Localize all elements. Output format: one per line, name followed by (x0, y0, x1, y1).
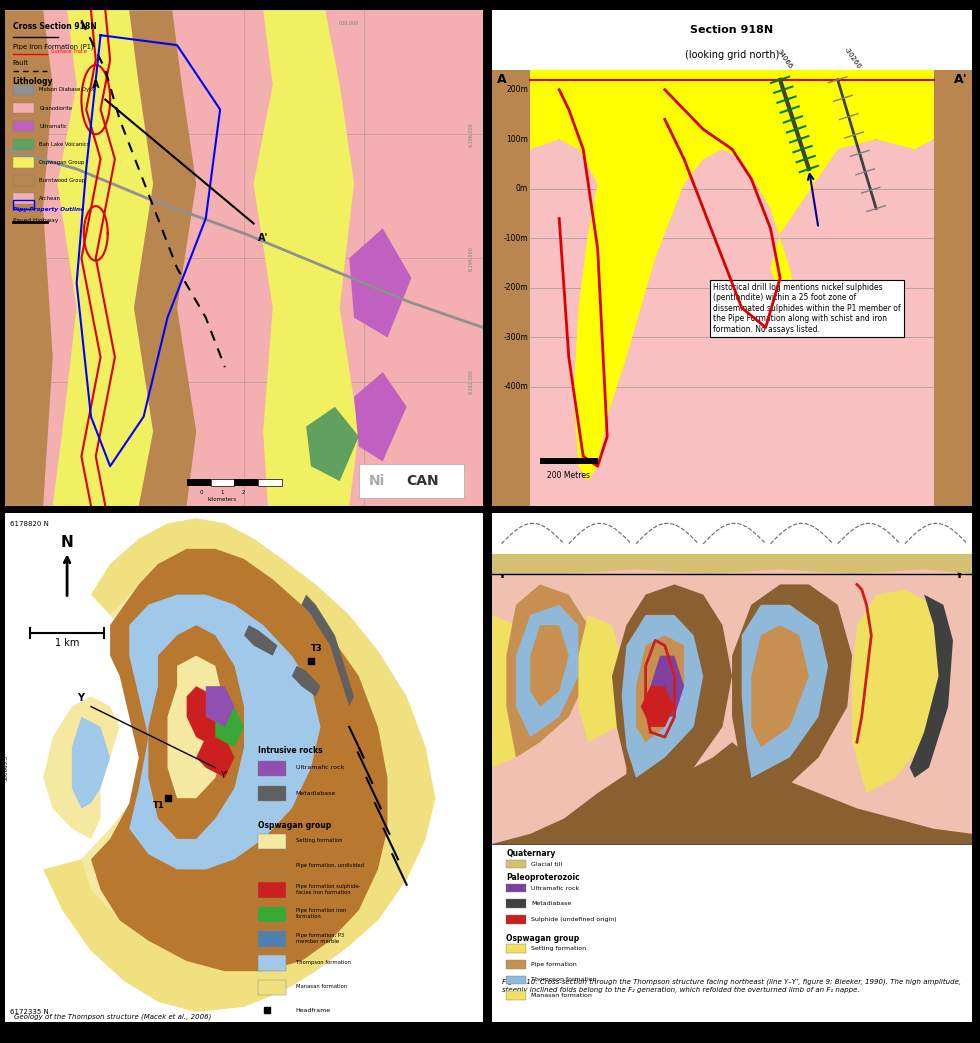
Text: Y': Y' (955, 567, 967, 581)
Text: 6,192,000: 6,192,000 (468, 369, 473, 394)
Polygon shape (186, 686, 224, 747)
Polygon shape (206, 686, 234, 727)
Text: 500665.5: 500665.5 (4, 754, 9, 781)
Bar (934, 10, 972, 506)
Text: Figure 10: Cross-section through the Thompson structure facing northeast (line Y: Figure 10: Cross-section through the Tho… (502, 979, 960, 993)
Text: CAN: CAN (407, 475, 439, 488)
Polygon shape (530, 625, 568, 706)
Text: (looking grid north): (looking grid north) (685, 50, 779, 60)
Polygon shape (43, 518, 435, 1012)
Polygon shape (515, 605, 578, 737)
Polygon shape (492, 615, 530, 768)
Text: -100m: -100m (504, 234, 528, 243)
Text: Y': Y' (220, 771, 227, 780)
Polygon shape (641, 686, 674, 727)
Polygon shape (349, 228, 412, 338)
Polygon shape (651, 656, 684, 717)
Polygon shape (853, 589, 949, 793)
Polygon shape (5, 10, 53, 506)
Bar (259, 479, 282, 486)
Polygon shape (578, 615, 626, 743)
Polygon shape (354, 372, 407, 461)
Bar (359, 464, 464, 499)
Text: T1: T1 (153, 801, 165, 810)
Polygon shape (53, 10, 153, 506)
Polygon shape (752, 625, 808, 747)
Text: 6178820 N: 6178820 N (10, 520, 49, 527)
Bar (492, 10, 972, 70)
Bar (492, 554, 972, 844)
Polygon shape (196, 737, 234, 778)
Bar (530, 10, 934, 506)
Polygon shape (636, 635, 684, 743)
Polygon shape (507, 584, 588, 757)
Text: 0m: 0m (515, 185, 528, 193)
Text: Y: Y (497, 567, 506, 581)
Text: -300m: -300m (503, 333, 528, 342)
Text: 6,196,000: 6,196,000 (468, 122, 473, 147)
Polygon shape (732, 584, 853, 808)
Text: -200m: -200m (504, 284, 528, 292)
Polygon shape (129, 595, 320, 870)
Text: kilometers: kilometers (208, 496, 237, 502)
Text: Geology of the Thompson structure (Macek et al., 2006): Geology of the Thompson structure (Macek… (15, 1013, 212, 1020)
Bar (492, 10, 530, 506)
Text: 100m: 100m (506, 135, 528, 144)
Polygon shape (492, 554, 972, 575)
Polygon shape (129, 10, 196, 506)
Polygon shape (492, 743, 972, 844)
Text: A': A' (258, 234, 269, 243)
Text: Section 918N: Section 918N (691, 25, 773, 35)
Polygon shape (621, 615, 704, 778)
Polygon shape (216, 706, 244, 747)
Polygon shape (909, 595, 953, 778)
Polygon shape (742, 605, 828, 778)
Polygon shape (43, 697, 120, 839)
Text: A': A' (954, 73, 967, 87)
Text: 0          1          2: 0 1 2 (200, 490, 245, 495)
Text: -30260: -30260 (843, 46, 861, 70)
Bar (234, 479, 259, 486)
Polygon shape (306, 407, 359, 481)
Polygon shape (254, 10, 359, 506)
Text: 6172335 N: 6172335 N (10, 1009, 48, 1015)
Text: A: A (497, 73, 507, 87)
Text: 200m: 200m (506, 86, 528, 94)
Bar (211, 479, 234, 486)
Text: -400m: -400m (503, 383, 528, 391)
Polygon shape (244, 625, 277, 656)
Polygon shape (292, 665, 320, 697)
Polygon shape (530, 70, 934, 481)
Polygon shape (81, 549, 387, 971)
Text: 000,000: 000,000 (339, 21, 360, 25)
Text: 200 Metres: 200 Metres (547, 471, 590, 480)
Text: T3: T3 (311, 644, 322, 653)
Text: Ni: Ni (368, 475, 384, 488)
Bar (186, 479, 211, 486)
Text: A: A (92, 79, 100, 90)
Text: 6,194,000: 6,194,000 (468, 246, 473, 270)
Bar (540, 458, 598, 464)
Polygon shape (72, 717, 110, 808)
Polygon shape (302, 595, 354, 706)
Text: 34066: 34066 (775, 48, 793, 70)
Text: Y: Y (76, 694, 83, 703)
Text: Historical drill log mentions nickel sulphides
(pentlandite) within a 25 foot zo: Historical drill log mentions nickel sul… (712, 283, 901, 334)
Polygon shape (612, 584, 732, 808)
Polygon shape (148, 625, 244, 839)
Polygon shape (91, 549, 387, 971)
Polygon shape (168, 656, 224, 798)
